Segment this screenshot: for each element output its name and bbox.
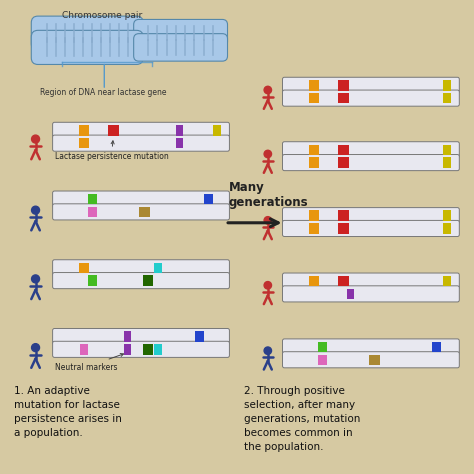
Text: Region of DNA near lactase gene: Region of DNA near lactase gene (40, 88, 167, 97)
Bar (108, 125, 119, 136)
Bar (213, 125, 221, 136)
Bar (337, 210, 349, 221)
Text: Neutral markers: Neutral markers (55, 354, 124, 372)
FancyBboxPatch shape (134, 19, 228, 47)
FancyBboxPatch shape (283, 208, 459, 224)
FancyBboxPatch shape (53, 341, 229, 357)
Bar (443, 157, 451, 168)
Bar (175, 138, 182, 148)
Bar (309, 276, 319, 286)
Bar (309, 157, 319, 168)
Bar (175, 125, 182, 136)
FancyBboxPatch shape (283, 339, 459, 355)
Bar (195, 331, 204, 342)
Bar (443, 80, 451, 91)
FancyBboxPatch shape (53, 328, 229, 345)
Bar (80, 344, 88, 355)
Bar (319, 355, 327, 365)
FancyBboxPatch shape (53, 135, 229, 151)
FancyBboxPatch shape (283, 155, 459, 171)
Text: Chromosome pair: Chromosome pair (62, 11, 142, 20)
Bar (144, 344, 152, 355)
FancyBboxPatch shape (31, 16, 143, 50)
Bar (337, 93, 349, 103)
Bar (89, 207, 97, 217)
Bar (79, 125, 89, 136)
FancyBboxPatch shape (53, 273, 229, 289)
FancyBboxPatch shape (53, 204, 229, 220)
Bar (432, 342, 441, 352)
FancyBboxPatch shape (53, 122, 229, 138)
Circle shape (32, 135, 39, 143)
Bar (443, 145, 451, 155)
FancyBboxPatch shape (283, 77, 459, 93)
Circle shape (264, 150, 272, 158)
Bar (79, 138, 89, 148)
Bar (89, 275, 97, 286)
FancyBboxPatch shape (31, 30, 143, 64)
FancyBboxPatch shape (283, 352, 459, 368)
Bar (337, 223, 349, 234)
Text: 2. Through positive
selection, after many
generations, mutation
becomes common i: 2. Through positive selection, after man… (244, 386, 361, 452)
Circle shape (32, 206, 39, 214)
Bar (204, 194, 213, 204)
Bar (443, 223, 451, 234)
Bar (337, 145, 349, 155)
Bar (443, 93, 451, 103)
Bar (443, 276, 451, 286)
Circle shape (264, 347, 272, 355)
Bar (79, 263, 89, 273)
Bar (337, 276, 349, 286)
Text: Lactase persistence mutation: Lactase persistence mutation (55, 141, 168, 161)
Circle shape (264, 86, 272, 94)
Bar (154, 344, 163, 355)
FancyBboxPatch shape (53, 260, 229, 276)
Bar (309, 80, 319, 91)
Text: 1. An adaptive
mutation for lactase
persistence arises in
a population.: 1. An adaptive mutation for lactase pers… (14, 386, 122, 438)
FancyBboxPatch shape (283, 142, 459, 158)
Bar (154, 263, 163, 273)
FancyBboxPatch shape (134, 34, 228, 61)
Bar (309, 145, 319, 155)
Bar (139, 207, 150, 217)
Circle shape (264, 282, 272, 289)
Bar (337, 157, 349, 168)
FancyBboxPatch shape (53, 191, 229, 207)
Bar (309, 93, 319, 103)
Bar (124, 344, 131, 355)
FancyBboxPatch shape (283, 220, 459, 237)
FancyBboxPatch shape (283, 286, 459, 302)
Bar (319, 342, 327, 352)
FancyBboxPatch shape (283, 273, 459, 289)
Bar (143, 344, 153, 355)
Bar (143, 275, 153, 286)
Circle shape (264, 217, 272, 224)
Bar (369, 355, 380, 365)
Bar (89, 194, 97, 204)
Bar (337, 80, 349, 91)
Bar (309, 210, 319, 221)
Bar (443, 210, 451, 221)
Circle shape (32, 344, 39, 352)
Bar (124, 331, 131, 342)
Circle shape (32, 275, 39, 283)
Text: Many
generations: Many generations (229, 181, 309, 209)
Bar (309, 223, 319, 234)
FancyBboxPatch shape (283, 90, 459, 106)
Bar (346, 289, 354, 299)
